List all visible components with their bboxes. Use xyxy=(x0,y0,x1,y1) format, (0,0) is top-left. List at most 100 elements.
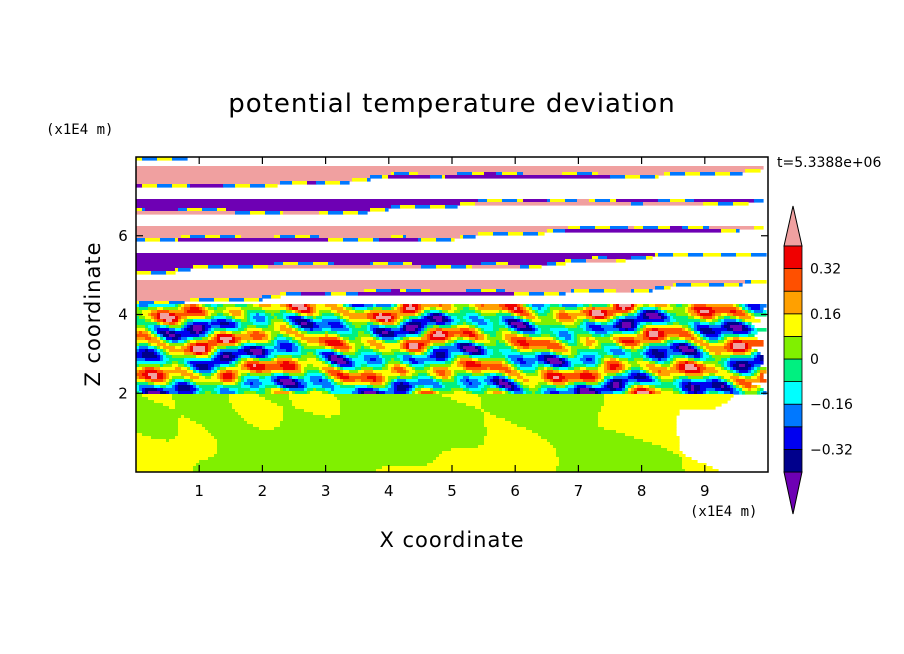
field-cell xyxy=(652,379,656,383)
field-cell xyxy=(349,310,356,314)
field-cell xyxy=(448,376,452,380)
field-cell xyxy=(217,370,221,374)
field-cell xyxy=(691,343,695,347)
field-cell xyxy=(643,316,650,320)
field-cell xyxy=(187,316,206,320)
field-cell xyxy=(289,340,293,344)
field-cell xyxy=(709,352,716,356)
field-cell xyxy=(268,355,275,359)
field-cell xyxy=(517,367,521,371)
field-cell xyxy=(367,178,371,182)
field-cell xyxy=(745,379,761,383)
field-cell xyxy=(652,370,659,374)
field-cell xyxy=(382,361,386,365)
field-cell xyxy=(298,322,302,326)
field-cell xyxy=(691,346,695,350)
field-cell xyxy=(709,226,755,230)
field-cell xyxy=(505,334,518,338)
field-cell xyxy=(265,334,269,338)
field-cell xyxy=(451,316,458,320)
field-cell xyxy=(721,253,737,257)
field-cell xyxy=(472,319,485,323)
field-cell xyxy=(280,181,293,185)
field-cell xyxy=(604,397,731,401)
field-cell xyxy=(214,337,218,341)
field-cell xyxy=(418,313,422,317)
field-cell xyxy=(727,343,731,347)
field-cell xyxy=(700,388,707,392)
field-cell xyxy=(574,334,578,338)
field-cell xyxy=(577,199,590,203)
field-cell xyxy=(553,364,560,368)
field-cell xyxy=(136,376,140,380)
field-cell xyxy=(481,406,602,410)
field-cell xyxy=(709,322,716,326)
field-cell xyxy=(595,226,611,230)
field-cell xyxy=(514,307,518,311)
field-cell xyxy=(676,304,683,308)
field-cell xyxy=(712,316,716,320)
field-cell xyxy=(544,364,551,368)
field-cell xyxy=(187,325,191,329)
field-cell xyxy=(421,316,425,320)
field-cell xyxy=(658,349,668,353)
field-cell xyxy=(217,343,236,347)
field-cell xyxy=(493,232,509,236)
field-cell xyxy=(595,358,599,362)
field-cell xyxy=(517,304,521,308)
field-cell xyxy=(667,310,686,314)
field-cell xyxy=(589,310,593,314)
field-cell xyxy=(502,172,518,176)
field-cell xyxy=(475,334,479,338)
field-cell xyxy=(241,319,248,323)
field-cell xyxy=(241,331,248,335)
field-cell xyxy=(466,364,482,368)
field-cell xyxy=(658,337,665,341)
field-cell xyxy=(157,337,161,341)
field-cell xyxy=(718,202,734,206)
field-cell xyxy=(166,361,173,365)
field-cell xyxy=(457,316,464,320)
field-cell xyxy=(610,367,617,371)
field-cell xyxy=(730,325,743,329)
field-cell xyxy=(751,355,755,359)
field-cell xyxy=(685,343,689,347)
field-cell xyxy=(613,316,617,320)
field-cell xyxy=(223,355,230,359)
field-cell xyxy=(733,370,737,374)
field-cell xyxy=(703,370,719,374)
field-cell xyxy=(673,307,686,311)
field-cell xyxy=(577,352,581,356)
field-cell xyxy=(316,388,326,392)
field-cell xyxy=(673,253,689,257)
field-cell xyxy=(265,391,272,395)
field-cell xyxy=(352,361,356,365)
field-cell xyxy=(646,388,650,392)
field-cell xyxy=(373,328,377,332)
field-cell xyxy=(724,334,740,338)
field-cell xyxy=(283,406,296,410)
field-cell xyxy=(385,364,389,368)
field-cell xyxy=(487,427,527,431)
field-cell xyxy=(745,343,749,347)
field-cell xyxy=(184,379,191,383)
field-cell xyxy=(292,391,296,395)
field-cell xyxy=(250,370,257,374)
field-cell xyxy=(550,310,554,314)
field-cell xyxy=(556,319,560,323)
field-cell xyxy=(289,325,293,329)
field-cell xyxy=(196,391,200,395)
field-cell xyxy=(469,355,473,359)
field-cell xyxy=(379,238,419,242)
field-cell xyxy=(163,334,170,338)
field-cell xyxy=(736,385,740,389)
field-cell xyxy=(169,334,176,338)
field-cell xyxy=(508,358,512,362)
field-cell xyxy=(136,316,140,320)
field-cell xyxy=(256,346,263,350)
field-cell xyxy=(553,349,569,353)
field-cell xyxy=(568,382,575,386)
field-cell xyxy=(688,391,695,395)
field-cell xyxy=(694,358,701,362)
field-cell xyxy=(580,226,596,230)
